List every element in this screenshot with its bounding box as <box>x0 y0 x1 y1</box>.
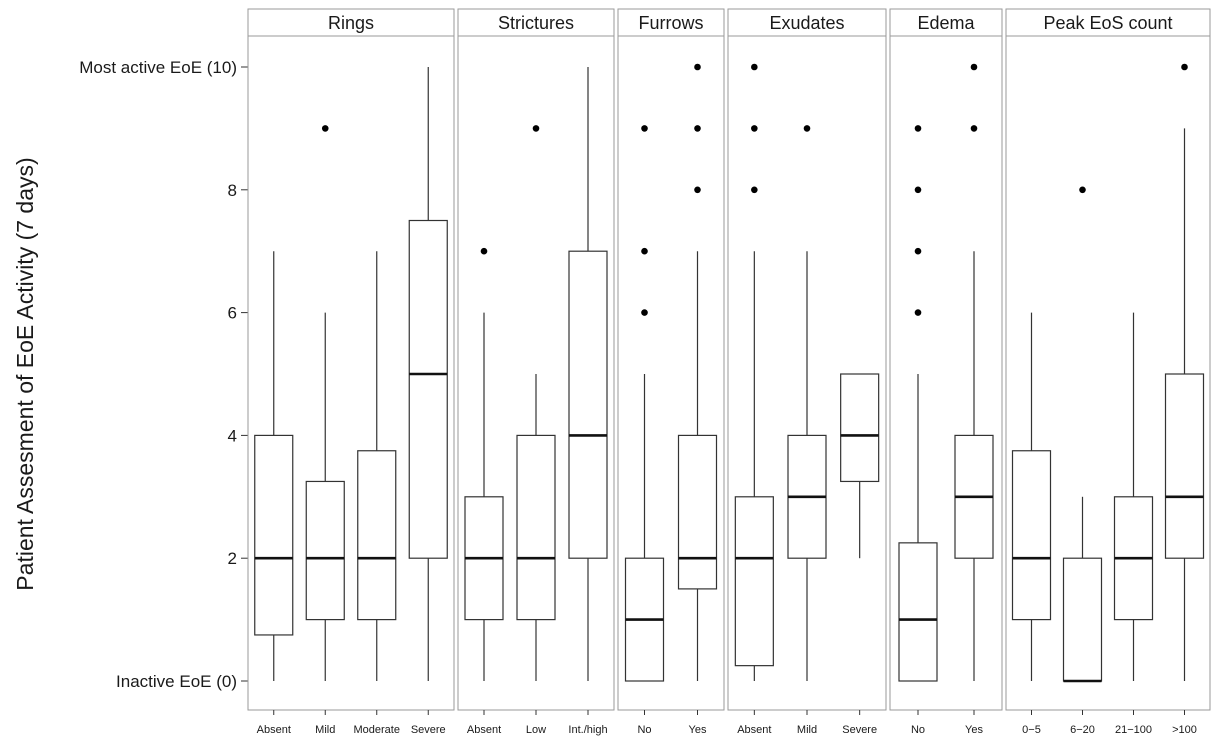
box <box>357 450 397 621</box>
outlier-point <box>694 186 701 194</box>
x-tick-label: 21−100 <box>1115 724 1152 736</box>
box <box>408 219 448 559</box>
y-axis-label: Patient Assesment of EoE Activity (7 day… <box>12 157 38 590</box>
outlier-point <box>970 63 978 71</box>
x-tick-label: Severe <box>411 724 446 736</box>
x-tick-label: Yes <box>689 724 707 736</box>
panel-title: Strictures <box>498 13 574 33</box>
box <box>305 480 345 621</box>
y-tick-label: 4 <box>228 426 237 445</box>
y-tick-label: 8 <box>228 181 237 200</box>
panel-frame <box>1005 35 1211 711</box>
x-tick-label: No <box>911 724 925 736</box>
box <box>254 434 294 636</box>
box <box>1062 557 1103 682</box>
panel-title: Peak EoS count <box>1043 13 1172 33</box>
x-tick-label: No <box>637 724 651 736</box>
panel-title: Rings <box>328 13 374 33</box>
y-tick-label: 6 <box>228 304 237 323</box>
outlier-point <box>694 63 701 71</box>
box <box>1164 373 1205 559</box>
x-tick-label: Int./high <box>568 724 607 736</box>
panel-strip <box>457 8 615 37</box>
x-tick-label: Absent <box>467 724 501 736</box>
box <box>734 496 774 667</box>
box <box>1011 450 1052 621</box>
outlier-point <box>641 309 648 316</box>
panel-frame <box>247 35 455 711</box>
panel-frame <box>889 35 1003 711</box>
box <box>840 373 880 483</box>
panel-title: Furrows <box>638 13 703 33</box>
outlier-point <box>641 247 648 255</box>
outlier-point <box>914 309 922 316</box>
panel-strip <box>617 8 725 37</box>
outlier-point <box>532 125 540 132</box>
x-tick-label: Severe <box>842 724 877 736</box>
y-tick-label: 2 <box>228 549 237 568</box>
panel-title: Exudates <box>769 13 844 33</box>
outlier-point <box>480 247 488 255</box>
outlier-point <box>1181 63 1188 71</box>
x-tick-label: Mild <box>315 724 335 736</box>
box <box>568 250 608 559</box>
outlier-point <box>321 125 329 132</box>
x-tick-label: 0−5 <box>1022 724 1041 736</box>
panel-title: Edema <box>917 13 975 33</box>
x-tick-label: Absent <box>737 724 771 736</box>
outlier-point <box>751 186 758 194</box>
outlier-point <box>914 125 922 132</box>
box <box>898 542 938 682</box>
x-tick-label: Low <box>526 724 546 736</box>
box <box>516 434 556 621</box>
x-tick-label: Moderate <box>354 724 400 736</box>
y-tick-label: Most active EoE (10) <box>79 58 237 77</box>
outlier-point <box>694 125 701 132</box>
outlier-point <box>914 186 922 194</box>
outlier-point <box>914 247 922 255</box>
panel-strip <box>727 8 887 37</box>
outlier-point <box>641 125 648 132</box>
outlier-point <box>803 125 811 132</box>
x-tick-label: Absent <box>257 724 291 736</box>
x-tick-label: 6−20 <box>1070 724 1095 736</box>
x-tick-label: Mild <box>797 724 817 736</box>
outlier-point <box>751 125 758 132</box>
box <box>677 434 718 590</box>
outlier-point <box>1079 186 1086 194</box>
outlier-point <box>751 63 758 71</box>
x-tick-label: Yes <box>965 724 983 736</box>
x-tick-label: >100 <box>1172 724 1197 736</box>
y-tick-label: Inactive EoE (0) <box>116 672 237 691</box>
panel-frame <box>617 35 725 711</box>
outlier-point <box>970 125 978 132</box>
